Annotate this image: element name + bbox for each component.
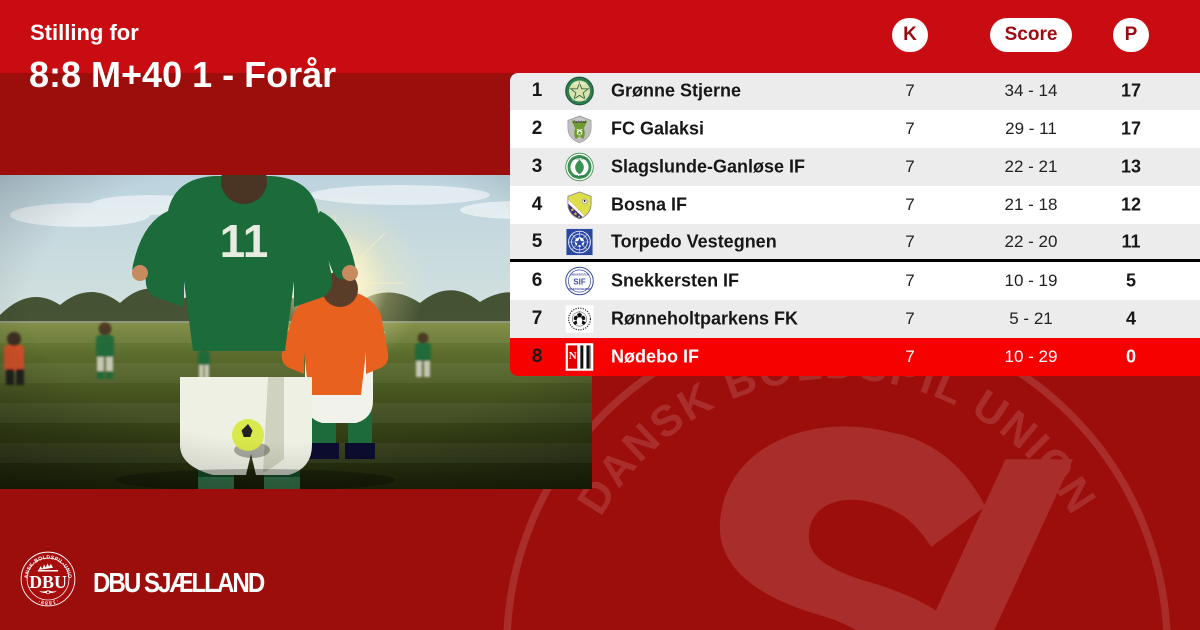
svg-text:STJERNE: STJERNE bbox=[572, 98, 586, 102]
svg-text:SIF: SIF bbox=[573, 278, 586, 287]
svg-text:SNEKKERSTEN: SNEKKERSTEN bbox=[570, 274, 589, 277]
svg-text:Galaksi: Galaksi bbox=[573, 120, 586, 124]
svg-text:DBU: DBU bbox=[29, 572, 67, 592]
svg-text:N: N bbox=[569, 350, 577, 362]
svg-text:SLAGSLUNDE: SLAGSLUNDE bbox=[571, 158, 588, 161]
svg-text:GRØNNE: GRØNNE bbox=[573, 82, 587, 86]
svg-text:GANLØSE IF: GANLØSE IF bbox=[572, 175, 587, 178]
svg-text:IDRÆTSFORENING: IDRÆTSFORENING bbox=[568, 288, 591, 291]
